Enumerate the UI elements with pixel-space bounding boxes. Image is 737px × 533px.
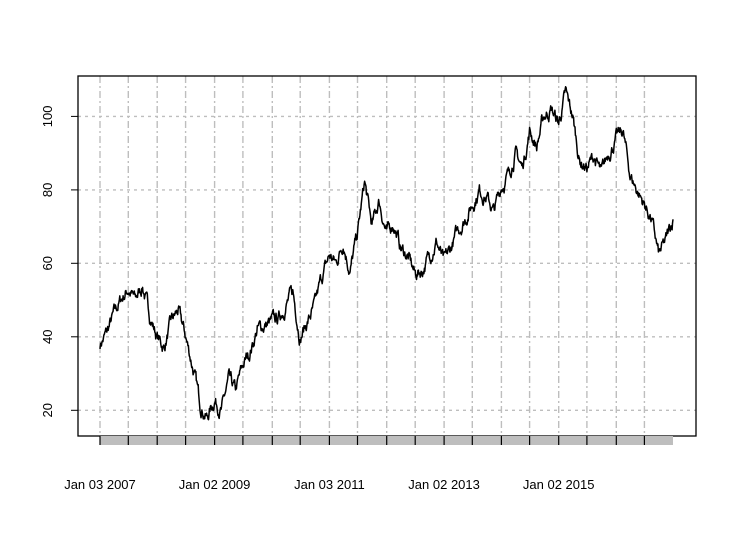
y-axis: 20 40 60 80 100 — [40, 106, 78, 418]
series-layer — [99, 86, 674, 421]
x-tick-label: Jan 02 2013 — [408, 477, 480, 492]
x-tick-label: Jan 02 2015 — [523, 477, 595, 492]
y-tick-label: 40 — [40, 330, 55, 344]
y-tick-label: 100 — [40, 106, 55, 128]
x-axis: Jan 03 2007 Jan 02 2009 Jan 03 2011 Jan 02 … — [64, 436, 673, 492]
series-line — [99, 86, 674, 421]
x-tick-label: Jan 03 2007 — [64, 477, 136, 492]
horizontal-grid — [78, 115, 696, 411]
y-tick-label: 20 — [40, 403, 55, 417]
x-tick-label: Jan 02 2009 — [179, 477, 251, 492]
vertical-grid — [99, 76, 646, 436]
x-tick-label: Jan 03 2011 — [294, 477, 365, 492]
y-tick-label: 80 — [40, 183, 55, 197]
y-tick-label: 60 — [40, 256, 55, 270]
